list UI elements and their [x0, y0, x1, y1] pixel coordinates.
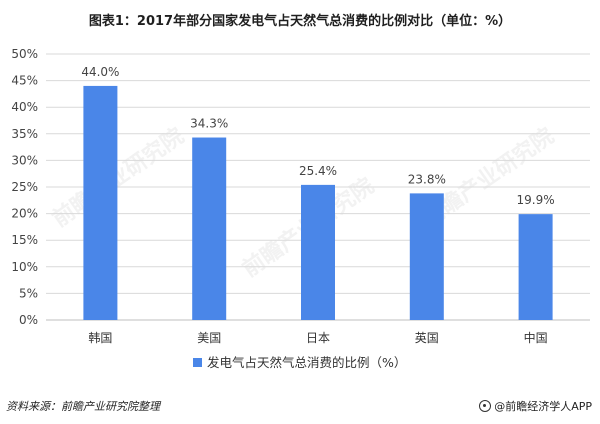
- bar: [409, 193, 444, 320]
- y-tick-label: 20%: [11, 207, 38, 221]
- bar-value-label: 44.0%: [81, 65, 119, 79]
- y-tick-label: 30%: [11, 153, 38, 167]
- source-note: 资料来源：前瞻产业研究院整理: [6, 400, 160, 413]
- x-tick-label: 美国: [197, 331, 221, 345]
- brand-logo-icon: [479, 400, 492, 412]
- y-tick-label: 25%: [11, 180, 38, 194]
- legend-swatch: [193, 358, 202, 367]
- x-tick-label: 日本: [306, 331, 330, 345]
- y-tick-label: 45%: [11, 74, 38, 88]
- legend-label: 发电气占天然气总消费的比例（%）: [207, 355, 406, 370]
- y-tick-label: 10%: [11, 260, 38, 274]
- bar: [192, 137, 227, 320]
- x-tick-label: 韩国: [88, 330, 112, 345]
- brand-mark: @前瞻经济学人APP: [479, 398, 592, 414]
- bar-value-label: 25.4%: [299, 164, 337, 178]
- bar: [518, 214, 553, 320]
- x-tick-label: 中国: [524, 330, 548, 345]
- bar-value-label: 19.9%: [517, 193, 555, 207]
- y-tick-label: 5%: [19, 286, 38, 300]
- bar-value-label: 34.3%: [190, 117, 228, 131]
- bar: [83, 85, 118, 320]
- y-tick-label: 50%: [11, 47, 38, 61]
- bar: [301, 184, 335, 320]
- bar-value-label: 23.8%: [408, 172, 446, 186]
- y-tick-label: 0%: [19, 313, 38, 327]
- chart-title: 图表1：2017年部分国家发电气占天然气总消费的比例对比（单位：%）: [88, 14, 512, 29]
- y-tick-label: 40%: [11, 100, 38, 114]
- x-tick-label: 英国: [415, 331, 439, 345]
- y-tick-label: 35%: [11, 127, 38, 141]
- brand-label: @前瞻经济学人APP: [494, 400, 592, 413]
- y-tick-label: 15%: [11, 233, 38, 247]
